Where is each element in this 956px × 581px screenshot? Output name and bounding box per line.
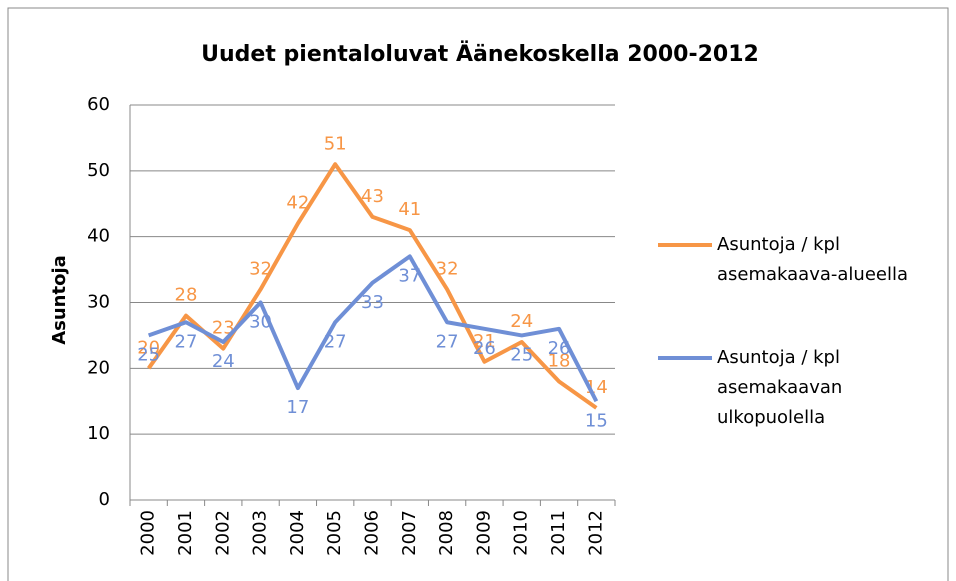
y-tick-label: 0	[99, 489, 110, 510]
y-axis-label: Asuntoja	[49, 255, 70, 345]
y-tick-label: 60	[87, 94, 110, 115]
data-label: 32	[249, 258, 272, 279]
x-tick-label: 2002	[212, 510, 233, 556]
x-tick-label: 2010	[511, 510, 532, 556]
chart-title: Uudet pientaloluvat Äänekoskella 2000-20…	[201, 41, 759, 67]
data-label: 26	[548, 338, 571, 359]
data-label: 17	[286, 397, 309, 418]
y-tick-label: 10	[87, 423, 110, 444]
data-label: 24	[510, 311, 533, 332]
data-label: 18	[548, 351, 571, 372]
data-label: 15	[585, 410, 608, 431]
series-line	[147, 254, 599, 403]
x-tick-label: 2011	[548, 510, 569, 556]
data-label: 42	[286, 193, 309, 214]
x-tick-label: 2003	[250, 510, 271, 556]
x-tick-label: 2000	[138, 510, 159, 556]
x-tick-label: 2001	[175, 510, 196, 556]
y-tick-label: 50	[87, 160, 110, 181]
data-label: 26	[473, 338, 496, 359]
x-tick-label: 2005	[324, 510, 345, 556]
data-label: 27	[324, 331, 347, 352]
x-tick-label: 2008	[436, 510, 457, 556]
series-line	[147, 162, 598, 410]
y-tick-label: 40	[87, 226, 110, 247]
data-label: 30	[249, 312, 272, 333]
x-tick-label: 2012	[585, 510, 606, 556]
x-tick-label: 2009	[473, 510, 494, 556]
chart-frame	[7, 7, 949, 581]
y-tick-label: 30	[87, 292, 110, 313]
x-tick-label: 2006	[362, 510, 383, 556]
data-label: 33	[361, 292, 384, 313]
data-label: 21	[473, 331, 496, 352]
data-label: 24	[212, 351, 235, 372]
data-label: 32	[436, 258, 459, 279]
data-label: 41	[398, 199, 421, 220]
data-label: 25	[137, 344, 160, 365]
data-label: 28	[175, 285, 198, 306]
data-label: 27	[175, 331, 198, 352]
y-tick-label: 20	[87, 357, 110, 378]
legend-label: Asuntoja / kpl asemakaava-alueella	[717, 234, 909, 285]
data-label: 43	[361, 186, 384, 207]
data-label: 20	[137, 337, 160, 358]
data-label: 27	[436, 331, 459, 352]
x-tick-label: 2007	[399, 510, 420, 556]
legend-label: Asuntoja / kpl asemakaavan ulkopuolella	[717, 347, 843, 428]
data-label: 25	[510, 344, 533, 365]
x-tick-label: 2004	[287, 510, 308, 556]
data-label: 37	[398, 265, 421, 286]
data-label: 51	[324, 133, 347, 154]
